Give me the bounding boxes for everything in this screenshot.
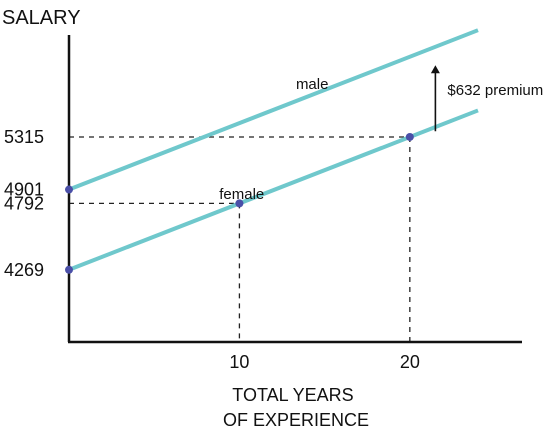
premium-arrow-head-icon [430,65,440,74]
data-point-4 [405,132,414,141]
premium-annotation: $632 premium [430,65,543,132]
chart-labels: SALARY TOTAL YEARS OF EXPERIENCE [2,7,369,430]
y-tick-label-4901: 4901 [4,180,44,200]
data-points [65,132,414,274]
x-tick-label-10: 10 [229,352,249,372]
series-labels: male female [219,76,328,203]
x-axis-label-line-2: OF EXPERIENCE [223,410,369,430]
y-axis-label: SALARY [2,7,81,29]
x-axis-label-line-1: TOTAL YEARS [232,385,353,405]
y-tick-label-4792: 4792 [4,193,44,213]
series-lines [68,28,479,272]
dashed-guides [69,136,411,342]
series-label-male: male [296,76,329,93]
series-label-female: female [219,186,264,203]
x-tick-label-20: 20 [400,352,420,372]
y-tick-label-4269: 4269 [4,260,44,280]
data-point-2 [65,265,73,274]
series-line-female [68,108,479,272]
premium-annotation-label: $632 premium [447,82,543,99]
data-point-1 [65,185,73,194]
series-line-male [68,28,479,192]
y-tick-label-5315: 5315 [4,127,44,147]
data-point-3 [235,199,244,208]
